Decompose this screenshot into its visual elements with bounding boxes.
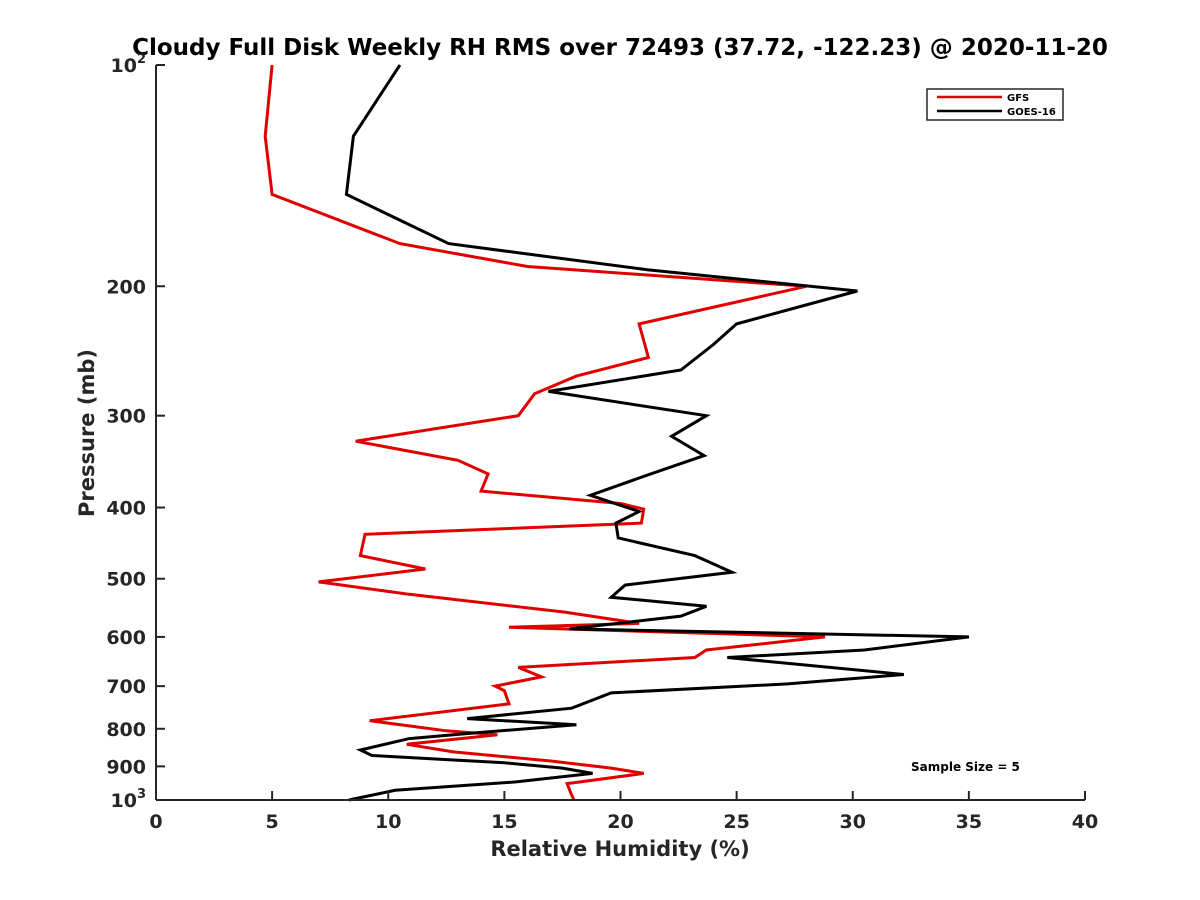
sample-size-annotation: Sample Size = 5 bbox=[911, 760, 1020, 774]
y-ticks: 102 200 300 400 500 600 700 800 900 103 bbox=[106, 52, 165, 812]
x-tick-label: 30 bbox=[840, 811, 866, 833]
series-layer bbox=[263, 64, 970, 802]
y-tick-label: 103 bbox=[111, 787, 147, 812]
x-tick-label: 40 bbox=[1072, 811, 1098, 833]
x-tick-label: 20 bbox=[607, 811, 633, 833]
plot-area bbox=[156, 65, 1085, 800]
y-tick-label: 102 bbox=[111, 52, 147, 77]
x-tick-label: 25 bbox=[723, 811, 749, 833]
y-tick-label: 800 bbox=[106, 719, 146, 741]
x-tick-label: 35 bbox=[956, 811, 982, 833]
legend-box bbox=[926, 88, 1064, 121]
legend-label-gfs: GFS bbox=[1007, 93, 1029, 104]
x-tick-label: 5 bbox=[266, 811, 279, 833]
x-tick-label: 15 bbox=[491, 811, 517, 833]
y-axis-label: Pressure (mb) bbox=[75, 349, 99, 517]
x-tick-label: 0 bbox=[149, 811, 162, 833]
y-tick-label: 600 bbox=[106, 627, 146, 649]
y-tick-label: 700 bbox=[106, 676, 146, 698]
series-line-goes16 bbox=[344, 64, 970, 802]
legend-label-goes16: GOES-16 bbox=[1007, 107, 1056, 118]
y-tick-label: 900 bbox=[106, 756, 146, 778]
y-tick-label: 200 bbox=[106, 276, 146, 298]
x-tick-label: 10 bbox=[375, 811, 401, 833]
chart-title: Cloudy Full Disk Weekly RH RMS over 7249… bbox=[132, 35, 1108, 61]
y-tick-label: 500 bbox=[106, 569, 146, 591]
legend: GFS GOES-16 bbox=[926, 88, 1064, 121]
x-ticks: 0 5 10 15 20 25 30 35 40 bbox=[149, 791, 1098, 833]
y-tick-label: 400 bbox=[106, 498, 146, 520]
x-axis-label: Relative Humidity (%) bbox=[490, 837, 749, 861]
y-tick-label: 300 bbox=[106, 406, 146, 428]
series-line-gfs bbox=[263, 64, 826, 801]
